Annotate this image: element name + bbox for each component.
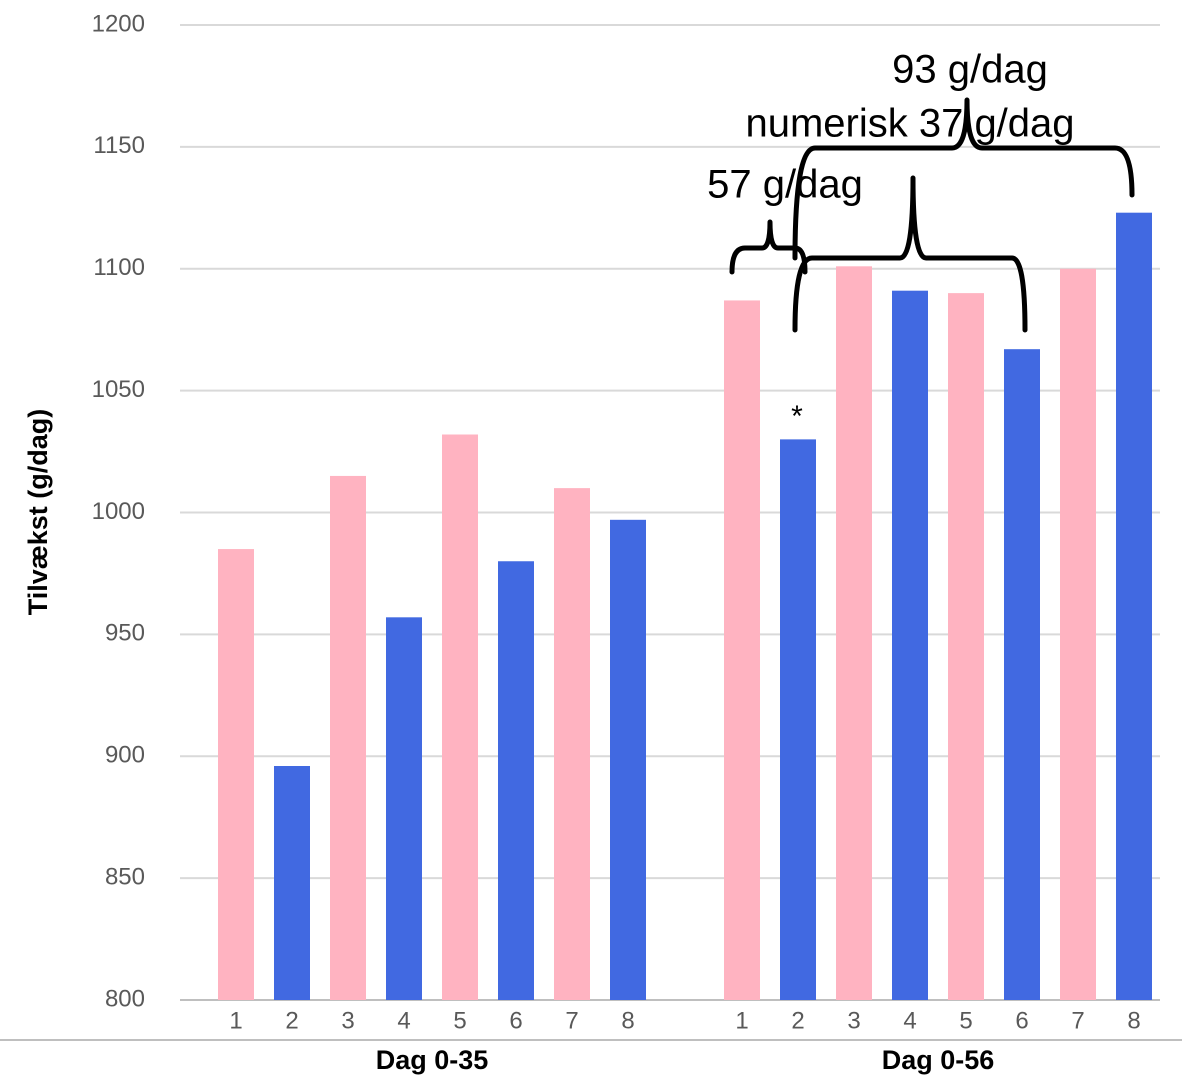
bar [218, 549, 254, 1000]
annotation: 93 g/dag [892, 48, 1048, 92]
bracket [729, 219, 808, 275]
x-tick-label: 8 [1127, 1007, 1140, 1034]
bar [610, 519, 646, 1000]
x-tick-label: 6 [509, 1007, 522, 1034]
x-tick-label: 4 [903, 1007, 916, 1034]
x-tick-label: 7 [1071, 1007, 1084, 1034]
bar [442, 434, 478, 1000]
y-tick-label: 1000 [92, 498, 145, 525]
bar [386, 617, 422, 1000]
bar [1060, 268, 1096, 1000]
x-tick-label: 2 [285, 1007, 298, 1034]
x-tick-label: 7 [565, 1007, 578, 1034]
bar [330, 475, 366, 1000]
bar [892, 290, 928, 1000]
x-tick-label: 6 [1015, 1007, 1028, 1034]
group-label: Dag 0-35 [376, 1045, 489, 1075]
bracket [792, 97, 1135, 261]
annotation: 57 g/dag [707, 163, 863, 207]
bar [498, 561, 534, 1000]
y-tick-label: 950 [105, 620, 145, 647]
bar [1004, 349, 1040, 1000]
y-tick-label: 1050 [92, 376, 145, 403]
grid: 800 850 900 950 1000 1050 1100 1150 1200 [92, 10, 1160, 1012]
bracket [792, 175, 1028, 333]
group-label: Dag 0-56 [882, 1045, 995, 1075]
bars: 1 2 3 4 5 6 7 8 Dag 0-35 1 2 3 4 5 6 7 8 Dag 0-56 [218, 212, 1152, 1075]
y-tick-label: 800 [105, 985, 145, 1012]
x-tick-label: 3 [847, 1007, 860, 1034]
x-tick-label: 5 [453, 1007, 466, 1034]
annotation: numerisk 37 g/dag [745, 102, 1074, 146]
bar [274, 766, 310, 1000]
bar [836, 266, 872, 1000]
x-tick-label: 5 [959, 1007, 972, 1034]
y-tick-label: 900 [105, 742, 145, 769]
y-tick-label: 1200 [92, 10, 145, 37]
y-tick-label: 1100 [93, 254, 145, 281]
x-tick-label: 2 [791, 1007, 804, 1034]
bar [1116, 212, 1152, 1000]
bar [724, 300, 760, 1000]
bar [948, 293, 984, 1000]
x-tick-label: 1 [229, 1007, 242, 1034]
y-tick-label: 850 [105, 863, 145, 890]
x-tick-label: 3 [341, 1007, 354, 1034]
y-axis-title: Tilvækst (g/dag) [23, 409, 53, 616]
x-tick-label: 4 [397, 1007, 410, 1034]
bar [554, 488, 590, 1000]
x-tick-label: 1 [735, 1007, 748, 1034]
y-tick-label: 1150 [93, 132, 145, 159]
x-tick-label: 8 [621, 1007, 634, 1034]
significance-mark: * [791, 400, 803, 433]
bar [780, 439, 816, 1000]
